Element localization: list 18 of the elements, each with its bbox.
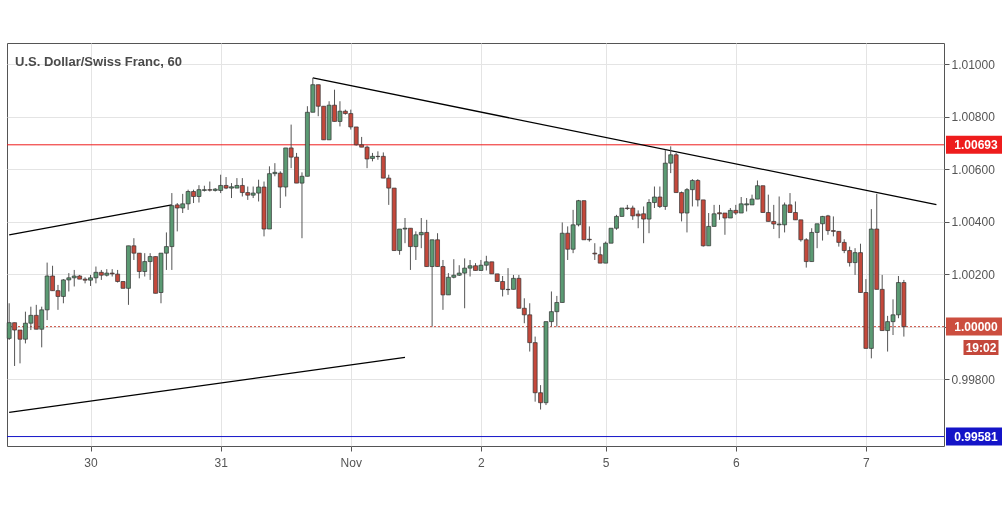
- ref-line-label: 1.00000: [954, 319, 999, 334]
- ref-line-label: 1.00693: [954, 137, 999, 152]
- y-tick-label: 1.00400: [951, 215, 996, 230]
- x-tick-label: 6: [732, 455, 740, 470]
- x-tick-label: 31: [214, 455, 229, 470]
- y-tick-label: 1.00200: [951, 267, 996, 282]
- x-tick-label: 7: [863, 455, 871, 470]
- ref-line-label: 0.99581: [954, 429, 999, 444]
- x-tick-label: 30: [84, 455, 98, 470]
- x-tick-label: 5: [602, 455, 610, 470]
- y-tick-label: 1.00800: [951, 110, 996, 125]
- y-tick-label: 1.00600: [951, 162, 996, 177]
- y-tick-label: 1.01000: [951, 57, 996, 72]
- text: 19:02: [965, 340, 997, 355]
- text: U.S. Dollar/Swiss Franc, 60: [15, 54, 182, 69]
- x-tick-label: Nov: [340, 455, 362, 470]
- y-tick-label: 0.99800: [951, 372, 996, 387]
- x-tick-label: 2: [478, 455, 486, 470]
